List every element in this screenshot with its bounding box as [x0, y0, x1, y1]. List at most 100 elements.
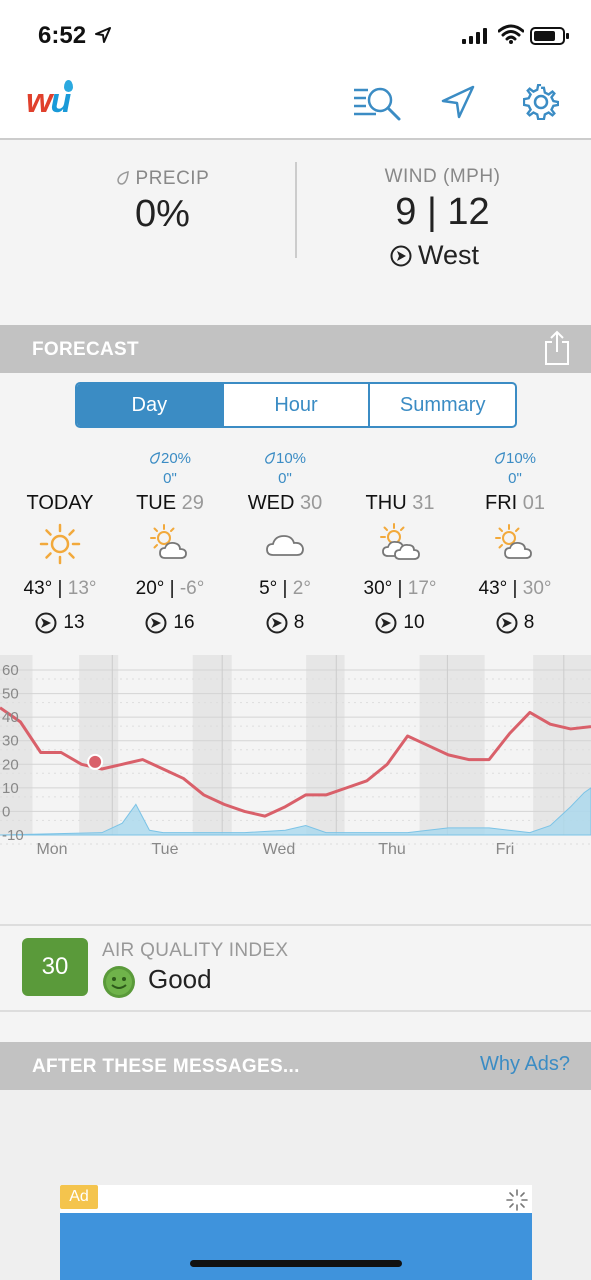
day-temps: 43° | 30°	[478, 578, 552, 599]
day-wind: 16	[110, 612, 230, 634]
precip-chance	[340, 450, 460, 470]
precip-amount: 0"	[508, 470, 522, 487]
ad-banner[interactable]	[60, 1213, 532, 1280]
aqi-label: AIR QUALITY INDEX	[102, 940, 289, 961]
battery-icon	[530, 27, 569, 45]
ad-choices-icon[interactable]	[505, 1188, 529, 1212]
forecast-day[interactable]: TODAY 43° | 13° 13	[0, 450, 120, 634]
sun-icon	[0, 522, 120, 566]
precip-label-text: PRECIP	[135, 168, 210, 189]
precip-amount: 0"	[163, 470, 177, 487]
day-temps: 5° | 2°	[259, 578, 311, 599]
ads-title: AFTER THESE MESSAGES...	[32, 1056, 300, 1077]
chart-x-tick-label: Wed	[263, 841, 296, 858]
why-ads-link[interactable]: Why Ads?	[480, 1053, 571, 1075]
precip-amount: 0"	[278, 470, 292, 487]
raindrop-icon	[495, 452, 505, 464]
precip-chance: 10%	[455, 450, 575, 470]
smiley-face-icon	[103, 966, 135, 998]
status-bar	[0, 0, 591, 72]
chart-x-tick-label: Fri	[496, 841, 515, 858]
chart-precip-area	[0, 787, 591, 836]
aqi-status: Good	[148, 964, 212, 994]
location-icon[interactable]	[440, 84, 476, 120]
forecast-chart[interactable]: 60 50 40 30 20 10 0 -10 Mon Tue Wed Thu Fri	[0, 655, 591, 860]
chart-y-tick-label: 0	[2, 803, 10, 820]
mostly-cloudy-icon	[340, 522, 460, 566]
day-temps: 20° | -6°	[135, 578, 205, 599]
chart-x-tick-label: Thu	[378, 841, 406, 858]
forecast-day[interactable]: 10% 0" FRI 01 43° | 30° 8	[455, 450, 575, 634]
logo-w: w	[26, 82, 52, 120]
chart-night-band	[306, 655, 345, 835]
forecast-title: FORECAST	[32, 339, 139, 360]
partly-cloudy-icon	[455, 522, 575, 566]
day-name: FRI 01	[484, 492, 546, 514]
app-header	[0, 72, 591, 140]
day-wind: 10	[340, 612, 460, 634]
aqi-bottom-divider	[0, 1010, 591, 1012]
precip-label: PRECIP	[60, 168, 265, 190]
forecast-view-tabs: Day Hour Summary	[75, 382, 517, 428]
day-wind: 8	[225, 612, 345, 634]
forecast-day[interactable]: 20% 0" TUE 29 20° | -6° 16	[110, 450, 230, 634]
wind-direction-icon	[266, 612, 288, 634]
precip-amount	[0, 470, 120, 492]
forecast-day[interactable]: 10% 0" WED 30 5° | 2° 8	[225, 450, 345, 634]
status-time: 6:52	[38, 22, 87, 49]
forecast-day[interactable]: THU 31 30° | 17° 10	[340, 450, 460, 634]
day-name: THU 31	[365, 492, 435, 514]
tab-summary[interactable]: Summary	[399, 393, 486, 416]
chart-x-tick-label: Tue	[152, 841, 179, 858]
location-arrow-icon	[95, 27, 111, 43]
tab-day[interactable]: Day	[77, 384, 224, 426]
day-temps: 30° | 17°	[363, 578, 437, 599]
settings-gear-icon[interactable]	[523, 84, 559, 120]
day-name: TODAY	[26, 492, 94, 514]
wind-direction-icon	[496, 612, 518, 634]
chart-y-tick-label: 60	[2, 662, 19, 679]
wifi-icon	[498, 24, 524, 44]
precip-value: 0%	[135, 193, 190, 235]
wu-logo[interactable]: wu	[26, 80, 73, 121]
wind-direction-text: West	[418, 240, 480, 270]
precip-chance	[0, 450, 120, 470]
chart-y-tick-label: 30	[2, 733, 19, 750]
precip-chance: 10%	[225, 450, 345, 470]
aqi-top-divider	[0, 924, 591, 926]
chart-y-tick-label: 20	[2, 756, 19, 773]
chart-night-band	[0, 655, 33, 835]
chart-y-tick-label: 40	[2, 709, 19, 726]
share-icon[interactable]	[543, 330, 571, 366]
tab-hour[interactable]: Hour	[224, 384, 371, 426]
day-name: TUE 29	[136, 492, 204, 514]
wind-direction: West	[390, 240, 479, 271]
wind-direction-icon	[35, 612, 57, 634]
precip-chance: 20%	[110, 450, 230, 470]
wind-direction-icon	[375, 612, 397, 634]
chart-y-tick-label: -10	[2, 827, 24, 844]
logo-drop-icon	[64, 80, 73, 92]
chart-y-tick-label: 50	[2, 686, 19, 703]
wind-direction-icon	[145, 612, 167, 634]
home-indicator[interactable]	[190, 1260, 402, 1267]
raindrop-icon	[116, 171, 129, 185]
chart-current-marker	[87, 753, 104, 770]
wind-label: WIND (MPH)	[384, 166, 501, 187]
day-wind: 13	[0, 612, 120, 634]
conditions-divider	[295, 162, 297, 258]
ads-header-bar	[0, 1042, 591, 1090]
raindrop-icon	[150, 452, 160, 464]
search-locations-icon[interactable]	[352, 84, 402, 122]
chart-night-band	[192, 655, 232, 835]
forecast-header-bar	[0, 325, 591, 373]
chart-night-band	[79, 655, 119, 835]
chart-y-tick-label: 10	[2, 780, 19, 797]
raindrop-icon	[265, 452, 275, 464]
day-name: WED 30	[247, 492, 323, 514]
day-temps: 43° | 13°	[23, 578, 97, 599]
wind-direction-icon	[390, 245, 412, 266]
precip-amount	[340, 470, 460, 492]
aqi-badge[interactable]: 30	[22, 938, 88, 996]
chart-x-tick-label: Mon	[36, 841, 67, 858]
